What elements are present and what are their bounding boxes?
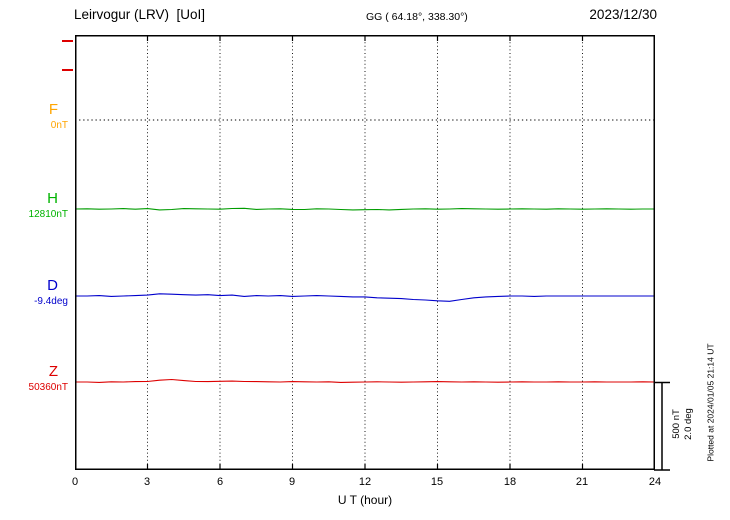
xtick-24: 24: [648, 476, 662, 488]
channel-f-letter: F: [48, 101, 58, 118]
left-axis-tick-upper: [62, 40, 73, 42]
channel-d-baseline: -9.4deg: [34, 296, 68, 307]
channel-label-d: D -9.4deg: [0, 278, 70, 307]
channel-label-h: H 12810nT: [0, 191, 70, 220]
channel-z-baseline: 50360nT: [28, 382, 68, 393]
x-axis-label: U T (hour): [337, 493, 393, 507]
xtick-3: 3: [143, 476, 151, 488]
plot-date: 2023/12/30: [589, 7, 657, 22]
magnetogram-plot: [75, 35, 655, 470]
amplitude-scale-bracket: [654, 381, 670, 471]
scale-label-deg: 2.0 deg: [683, 408, 694, 440]
scale-label-nt: 500 nT: [671, 409, 682, 439]
left-axis-tick-lower: [62, 69, 73, 71]
channel-label-z: Z 50360nT: [0, 364, 70, 393]
channel-h-baseline: 12810nT: [28, 209, 68, 220]
page-title: Leirvogur (LRV) [UoI]: [74, 7, 206, 22]
station-coordinates: GG ( 64.18°, 338.30°): [366, 11, 468, 23]
xtick-6: 6: [216, 476, 224, 488]
xtick-21: 21: [575, 476, 589, 488]
plotted-timestamp: Plotted at 2024/01/05 21:14 UT: [705, 343, 716, 462]
xtick-9: 9: [288, 476, 296, 488]
xtick-12: 12: [358, 476, 372, 488]
xtick-18: 18: [503, 476, 517, 488]
channel-z-letter: Z: [48, 363, 58, 380]
xtick-15: 15: [430, 476, 444, 488]
channel-h-letter: H: [47, 190, 58, 207]
xtick-0: 0: [71, 476, 79, 488]
channel-label-f: F 0nT: [0, 102, 70, 131]
channel-f-baseline: 0nT: [50, 120, 68, 131]
channel-d-letter: D: [47, 277, 58, 294]
